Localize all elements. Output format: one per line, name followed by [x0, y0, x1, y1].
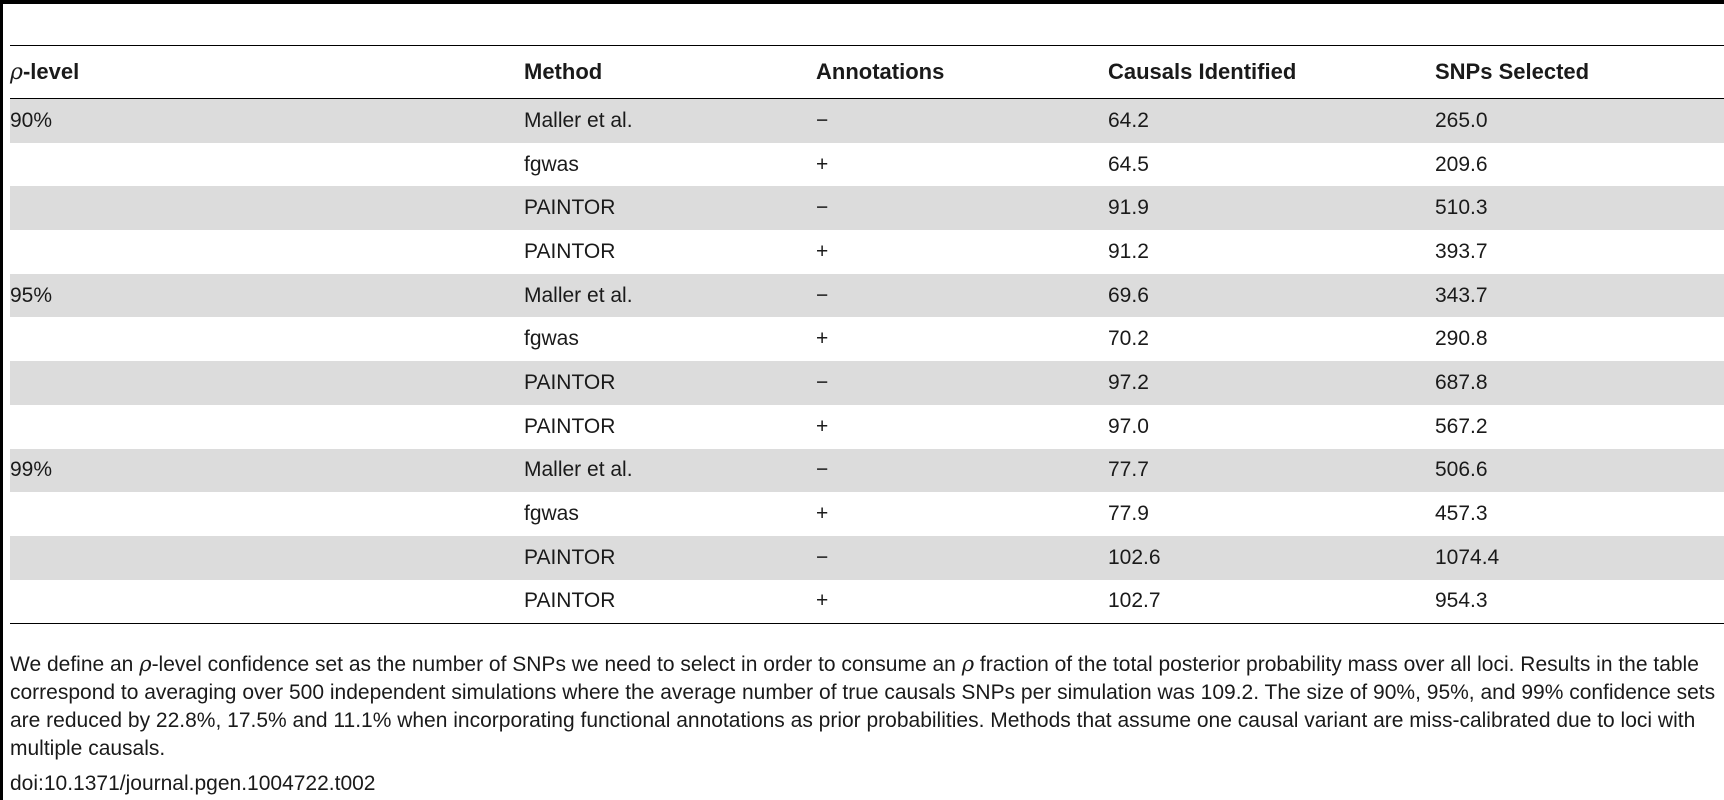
cell-causals-identified: 64.5 — [1108, 142, 1435, 187]
footnote-part-3: fraction of the total posterior probabil… — [10, 653, 1716, 760]
cell-snps-selected: 265.0 — [1435, 98, 1724, 143]
table-row: 95% Maller et al. −69.6 343.7 — [10, 273, 1724, 318]
left-border — [0, 0, 3, 800]
cell-snps-selected: 954.3 — [1435, 579, 1724, 625]
table-row: PAINTOR +102.7 954.3 — [10, 579, 1724, 625]
cell-rho-level — [10, 186, 524, 231]
cell-annotations: + — [816, 404, 1108, 449]
cell-annotations: + — [816, 142, 1108, 187]
cell-causals-identified: 69.6 — [1108, 273, 1435, 318]
cell-causals-identified: 102.6 — [1108, 535, 1435, 580]
cell-snps-selected: 687.8 — [1435, 361, 1724, 405]
cell-rho-level — [10, 142, 524, 187]
cell-annotations: − — [816, 361, 1108, 405]
cell-snps-selected: 393.7 — [1435, 230, 1724, 274]
cell-method: PAINTOR — [524, 535, 816, 580]
cell-snps-selected: 343.7 — [1435, 273, 1724, 318]
cell-rho-level: 90% — [10, 98, 524, 143]
table-row: fgwas +70.2 290.8 — [10, 317, 1724, 362]
cell-rho-level: 99% — [10, 448, 524, 493]
cell-annotations: − — [816, 186, 1108, 231]
cell-rho-level — [10, 404, 524, 449]
cell-causals-identified: 91.9 — [1108, 186, 1435, 231]
footnote-part-2: -level confidence set as the number of S… — [151, 653, 962, 676]
footnote-part-1: We define an — [10, 653, 140, 676]
cell-annotations: − — [816, 535, 1108, 580]
cell-rho-level — [10, 535, 524, 580]
cell-method: Maller et al. — [524, 273, 816, 318]
table-row: fgwas +77.9 457.3 — [10, 492, 1724, 536]
footnote-rho-2: ρ — [961, 652, 975, 676]
header-annotations: Annotations — [816, 45, 1108, 99]
cell-method: Maller et al. — [524, 98, 816, 143]
cell-annotations: + — [816, 492, 1108, 536]
cell-rho-level — [10, 230, 524, 274]
cell-annotations: + — [816, 230, 1108, 274]
table-body: 90% Maller et al. −64.2 265.0 fgwas +64.5 209.… — [10, 98, 1724, 625]
header-rho-level: ρ-level — [10, 45, 524, 99]
table-header: ρ-level Method Annotations Causals Ident… — [10, 45, 1724, 99]
header-method: Method — [524, 45, 816, 99]
top-rule — [0, 0, 1724, 4]
cell-snps-selected: 290.8 — [1435, 317, 1724, 362]
table-row: PAINTOR +97.0 567.2 — [10, 404, 1724, 449]
cell-method: PAINTOR — [524, 361, 816, 405]
cell-method: PAINTOR — [524, 579, 816, 625]
results-table-container: ρ-level Method Annotations Causals Ident… — [10, 45, 1724, 625]
table-row: 90% Maller et al. −64.2 265.0 — [10, 98, 1724, 143]
cell-causals-identified: 77.9 — [1108, 492, 1435, 536]
rho-level-suffix: -level — [22, 59, 80, 84]
cell-method: PAINTOR — [524, 230, 816, 274]
cell-annotations: − — [816, 273, 1108, 318]
cell-snps-selected: 510.3 — [1435, 186, 1724, 231]
cell-snps-selected: 506.6 — [1435, 448, 1724, 493]
cell-method: fgwas — [524, 492, 816, 536]
cell-method: fgwas — [524, 317, 816, 362]
table-row: PAINTOR −97.2 687.8 — [10, 361, 1724, 405]
cell-annotations: − — [816, 98, 1108, 143]
cell-method: fgwas — [524, 142, 816, 187]
cell-method: PAINTOR — [524, 404, 816, 449]
cell-causals-identified: 102.7 — [1108, 579, 1435, 625]
cell-annotations: + — [816, 317, 1108, 362]
cell-snps-selected: 567.2 — [1435, 404, 1724, 449]
table-row: PAINTOR +91.2 393.7 — [10, 230, 1724, 274]
cell-annotations: − — [816, 448, 1108, 493]
rho-symbol: ρ — [10, 60, 23, 85]
cell-rho-level — [10, 492, 524, 536]
cell-causals-identified: 77.7 — [1108, 448, 1435, 493]
cell-causals-identified: 70.2 — [1108, 317, 1435, 362]
header-row: ρ-level Method Annotations Causals Ident… — [10, 45, 1724, 99]
results-table: ρ-level Method Annotations Causals Ident… — [10, 45, 1724, 625]
table-row: fgwas +64.5 209.6 — [10, 142, 1724, 187]
cell-method: PAINTOR — [524, 186, 816, 231]
footnote-rho-1: ρ — [139, 652, 152, 676]
cell-rho-level: 95% — [10, 273, 524, 318]
cell-snps-selected: 1074.4 — [1435, 535, 1724, 580]
table-row: PAINTOR −102.6 1074.4 — [10, 535, 1724, 580]
cell-method: Maller et al. — [524, 448, 816, 493]
doi-link[interactable]: doi:10.1371/journal.pgen.1004722.t002 — [10, 772, 376, 795]
header-causals-identified: Causals Identified — [1108, 45, 1435, 99]
header-snps-selected: SNPs Selected — [1435, 45, 1724, 99]
cell-rho-level — [10, 361, 524, 405]
table-row: 99% Maller et al. −77.7 506.6 — [10, 448, 1724, 493]
table-row: PAINTOR −91.9 510.3 — [10, 186, 1724, 231]
cell-causals-identified: 97.0 — [1108, 404, 1435, 449]
cell-causals-identified: 91.2 — [1108, 230, 1435, 274]
cell-causals-identified: 97.2 — [1108, 361, 1435, 405]
cell-snps-selected: 457.3 — [1435, 492, 1724, 536]
table-footnote: We define an ρ-level confidence set as t… — [10, 650, 1724, 763]
cell-annotations: + — [816, 579, 1108, 625]
cell-rho-level — [10, 579, 524, 625]
cell-causals-identified: 64.2 — [1108, 98, 1435, 143]
cell-rho-level — [10, 317, 524, 362]
cell-snps-selected: 209.6 — [1435, 142, 1724, 187]
